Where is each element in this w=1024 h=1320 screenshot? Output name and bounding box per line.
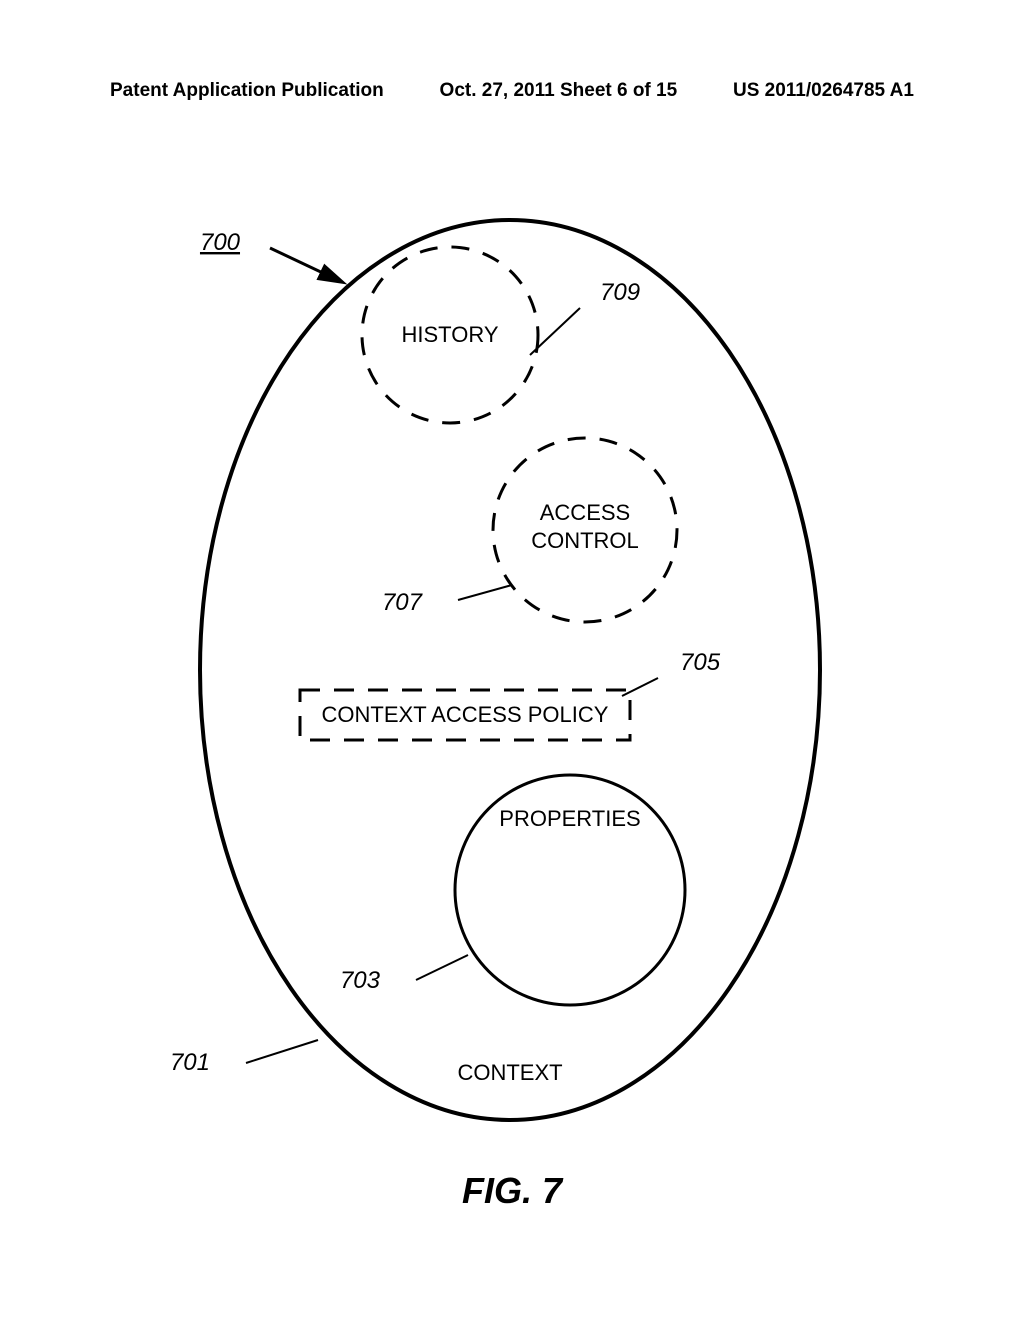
properties-label: PROPERTIES [499, 806, 640, 831]
ref-707: 707 [382, 589, 424, 616]
ref-700-arrow [270, 248, 342, 282]
ref-700: 700 [200, 229, 241, 256]
history-label: HISTORY [402, 322, 499, 347]
access-control-label-1: ACCESS [540, 500, 630, 525]
header-right: US 2011/0264785 A1 [733, 80, 914, 102]
figure-diagram: 700 HISTORY 709 ACCESS CONTROL 707 CONTE… [0, 110, 1024, 1180]
ref-705: 705 [680, 649, 721, 676]
ref-703: 703 [340, 967, 381, 994]
figure-caption: FIG. 7 [0, 1170, 1024, 1212]
ref-701-leader [246, 1040, 318, 1063]
context-label: CONTEXT [457, 1060, 562, 1085]
ref-701: 701 [170, 1049, 210, 1076]
header-middle: Oct. 27, 2011 Sheet 6 of 15 [440, 80, 678, 102]
diagram-svg: 700 HISTORY 709 ACCESS CONTROL 707 CONTE… [0, 110, 1024, 1180]
ref-709: 709 [600, 279, 640, 306]
ref-703-leader [416, 955, 468, 980]
header-left: Patent Application Publication [110, 80, 384, 102]
context-access-policy-label: CONTEXT ACCESS POLICY [322, 702, 609, 727]
ref-707-leader [458, 585, 512, 600]
page-header: Patent Application Publication Oct. 27, … [0, 80, 1024, 102]
context-ellipse [200, 220, 820, 1120]
ref-705-leader [622, 678, 658, 696]
access-control-label-2: CONTROL [531, 528, 639, 553]
